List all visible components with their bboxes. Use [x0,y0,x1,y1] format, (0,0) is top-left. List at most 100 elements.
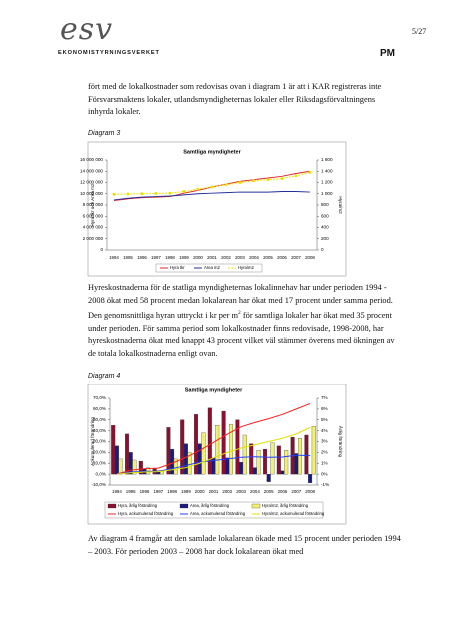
y-axis-label: Ackumulerad förändring [90,417,95,466]
y-tick-label: 16 000 000 [80,157,103,162]
bar [187,452,192,475]
y2-tick-label: 1 600 [321,157,333,162]
y-tick-label: 50,0% [93,417,106,422]
bar [207,407,212,475]
point-marker [224,183,228,187]
legend-label: Area m2 [204,265,220,270]
y2-axis-label: Hyra/m2 [338,196,343,214]
legend-label: Area, ackumulerad förändring [190,511,246,516]
point-marker [112,193,116,196]
chart-title: Samtliga myndigheter [185,387,243,393]
y2-tick-label: 1% [321,460,328,465]
y-tick-label: 30,0% [93,439,106,444]
point-marker [182,190,186,193]
point-marker [280,177,284,180]
point-marker [238,181,242,184]
series-line [116,402,311,475]
bar [225,457,230,475]
bar [280,470,285,475]
y-tick-label: 60,0% [93,406,106,411]
paragraph: Hyreskostnaderna för de statliga myndigh… [88,282,402,360]
bar [114,445,119,475]
y-tick-label: 8 000 000 [83,202,104,207]
bar [252,467,257,475]
y-tick-label: 2 000 000 [83,236,104,241]
x-tick-label: 2002 [222,489,232,494]
y2-tick-label: -1% [321,482,329,487]
y2-tick-label: 600 [321,213,329,218]
y2-tick-label: 800 [321,202,329,207]
bar [297,438,302,475]
y-tick-label: -10,0% [91,482,106,487]
point-marker [294,174,298,178]
x-tick-label: 1999 [181,489,191,494]
y2-axis-label: Årlig förändring [338,426,344,458]
x-tick-label: 2006 [278,489,288,494]
x-tick-label: 1996 [137,255,147,260]
bar [111,425,116,475]
x-tick-label: 1997 [153,489,163,494]
bar [132,459,137,475]
legend-label: Area, årlig förändring [190,503,230,508]
bar [221,410,226,475]
y2-tick-label: 400 [321,225,329,230]
bar [173,458,178,475]
x-tick-label: 1998 [167,489,177,494]
legend-box [104,501,324,519]
chart: Samtliga myndigheter -10,0% 0,0% 10,0% 20,0%… [87,384,347,525]
caption: Diagram 3 [88,130,121,137]
x-tick-label: 2000 [193,255,203,260]
y-tick-label: 20,0% [93,450,106,455]
y2-tick-label: 1 400 [321,168,333,173]
legend-swatch [179,503,189,509]
series-line [116,454,311,475]
bar [197,443,202,475]
legend-label: Hyra, ackumulerad förändring [118,511,174,516]
bar [311,426,316,475]
x-tick-label: 1998 [165,255,175,260]
bar [183,443,188,475]
point-marker [210,185,214,189]
text: Hyreskostnaderna för de statliga myndigh… [88,283,393,320]
legend-box [155,263,263,273]
bar [201,432,206,475]
bar [256,450,261,475]
chart: Samtliga myndigheter 0 2 000 000 4 000 000 6… [80,141,347,277]
chart-frame [87,141,347,277]
bar [276,445,281,475]
legend-label: Hyra, årlig förändring [118,503,158,508]
x-tick-label: 2004 [249,255,259,260]
chart-title: Samtliga myndigheter [183,149,241,155]
point-marker [266,178,270,181]
y2-tick-label: 0% [321,471,328,476]
bar [118,458,123,475]
y-tick-label: 6 000 000 [83,213,104,218]
series-line [113,171,311,195]
paragraph: fört med de lokalkostnader som redovisas… [88,82,382,117]
y-tick-label: 0,0% [96,471,106,476]
y2-tick-label: 0 [321,247,324,252]
y-tick-label: 14 000 000 [80,168,103,173]
bar [228,423,233,475]
y2-tick-label: 2% [321,450,328,455]
y-tick-label: 0 [100,247,103,252]
x-tick-label: 2001 [207,255,217,260]
x-tick-label: 2000 [195,489,205,494]
x-tick-label: 2003 [235,255,245,260]
x-tick-label: 2002 [221,255,231,260]
legend-swatch [107,503,117,509]
x-tick-label: 1995 [126,489,136,494]
x-tick-label: 1996 [140,489,150,494]
x-tick-label: 2003 [236,489,246,494]
y2-tick-label: 7% [321,395,328,400]
y2-tick-label: 1 000 [321,191,333,196]
legend-label: Hyra tkr [170,265,185,270]
bar [125,433,130,475]
point-marker [126,192,130,196]
y2-tick-label: 5% [321,417,328,422]
y-axis-label: Hyra tkr och Area m2 [90,183,95,227]
point-marker [308,171,312,174]
x-tick-label: 2005 [263,255,273,260]
bar [235,419,240,475]
